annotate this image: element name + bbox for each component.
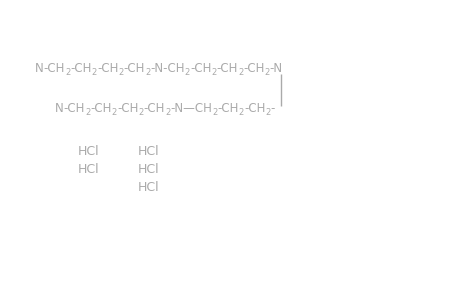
Text: -CH: -CH [70,62,91,75]
Text: HCl: HCl [138,181,159,194]
Text: -CH: -CH [217,102,238,115]
Text: 2: 2 [211,68,216,77]
Text: -CH: -CH [243,62,264,75]
Text: -CH: -CH [90,102,112,115]
Text: 2: 2 [237,68,243,77]
Text: -N—CH: -N—CH [170,102,212,115]
Text: HCl: HCl [78,163,100,176]
Text: -: - [270,102,274,115]
Text: -CH: -CH [44,62,65,75]
Text: N: N [55,102,64,115]
Text: HCl: HCl [138,145,159,158]
Text: 2: 2 [264,68,269,77]
Text: 2: 2 [91,68,97,77]
Text: -CH: -CH [123,62,145,75]
Text: -CH: -CH [143,102,165,115]
Text: 2: 2 [65,68,70,77]
Text: -N-CH: -N-CH [150,62,185,75]
Text: 2: 2 [145,68,150,77]
Text: 2: 2 [212,109,217,118]
Text: 2: 2 [85,109,90,118]
Text: N: N [35,62,44,75]
Text: 2: 2 [165,109,170,118]
Text: 2: 2 [265,109,270,118]
Text: 2: 2 [138,109,143,118]
Text: 2: 2 [118,68,123,77]
Text: 2: 2 [112,109,117,118]
Text: -CH: -CH [216,62,237,75]
Text: 2: 2 [185,68,190,77]
Text: -N: -N [269,62,282,75]
Text: HCl: HCl [78,145,100,158]
Text: -CH: -CH [97,62,118,75]
Text: HCl: HCl [138,163,159,176]
Text: -CH: -CH [243,102,265,115]
Text: -CH: -CH [190,62,211,75]
Text: -CH: -CH [64,102,85,115]
Text: -CH: -CH [117,102,138,115]
Text: 2: 2 [238,109,243,118]
